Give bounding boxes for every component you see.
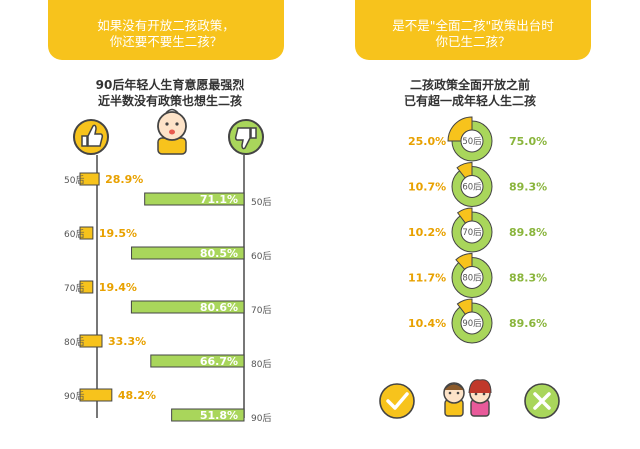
category-label-left: 50后: [64, 175, 84, 186]
right-subtitle-line-1: 二孩政策全面开放之前: [409, 78, 530, 92]
thumbs-down-icon: [228, 119, 264, 155]
donut-no-label: 75.0%: [509, 135, 547, 148]
donut-category-label: 90后: [462, 318, 482, 329]
category-label-right: 70后: [251, 305, 271, 316]
left-header-line-1: 如果没有开放二孩政策，: [97, 18, 235, 33]
bar-no-label: 71.1%: [200, 193, 238, 206]
bar-yes: [79, 226, 94, 240]
donut-no-label: 89.3%: [509, 181, 547, 194]
bar-no: [171, 408, 245, 422]
bar-yes-label: 48.2%: [118, 389, 156, 402]
category-label-right: 50后: [251, 197, 271, 208]
donut-yes-label: 10.4%: [408, 317, 446, 330]
bar-no: [131, 246, 245, 260]
bar-yes-label: 28.9%: [105, 173, 143, 186]
left-subtitle-line-2: 近半数没有政策也想生二孩: [97, 94, 242, 108]
donut-charts: 50后 25.0% 75.0% 60后 10.7% 89.3% 70后 10.2% 89.8% 8…: [408, 116, 547, 344]
right-header-band: 是不是"全面二孩"政策出台时 你已生二孩？: [355, 0, 591, 60]
donut-yes-label: 10.2%: [408, 226, 446, 239]
donut-hole: [460, 220, 484, 244]
cross-icon: [524, 383, 560, 419]
right-header-line-1: 是不是"全面二孩"政策出台时: [392, 18, 554, 33]
bar-yes: [79, 334, 103, 348]
thumbs-up-icon: [73, 119, 109, 155]
bar-yes-label: 19.4%: [99, 281, 137, 294]
bar-no-label: 80.6%: [200, 301, 238, 314]
right-header-line-2: 你已生二孩？: [435, 34, 511, 49]
category-label-right: 60后: [251, 251, 271, 262]
couple-icon: [443, 379, 492, 417]
bar-yes-label: 33.3%: [108, 335, 146, 348]
bar-no-label: 51.8%: [200, 409, 238, 422]
bar-yes: [79, 280, 94, 294]
bar-no: [144, 192, 245, 206]
donut-hole: [460, 129, 484, 153]
left-header-band: 如果没有开放二孩政策， 你还要不要生二孩？: [48, 0, 284, 60]
donut-hole: [460, 266, 484, 289]
category-label-right: 80后: [251, 359, 271, 370]
category-label-left: 70后: [64, 283, 84, 294]
donut-category-label: 50后: [462, 136, 482, 147]
category-label-left: 60后: [64, 229, 84, 240]
donut-no-label: 89.8%: [509, 226, 547, 239]
donut-no-label: 89.6%: [509, 317, 547, 330]
left-header-line-2: 你还要不要生二孩？: [109, 34, 223, 49]
donut-hole: [460, 311, 484, 335]
category-label-right: 90后: [251, 413, 271, 424]
category-label-left: 80后: [64, 337, 84, 348]
donut-yes-label: 25.0%: [408, 135, 446, 148]
donut-yes-label: 10.7%: [408, 181, 446, 194]
donut-no-label: 88.3%: [509, 272, 547, 285]
donut-category-label: 70后: [462, 227, 482, 238]
bar-no-label: 66.7%: [200, 355, 238, 368]
right-subtitle-line-2: 已有超一成年轻人生二孩: [403, 94, 536, 108]
baby-face-icon: [157, 108, 187, 155]
bar-yes-label: 19.5%: [99, 227, 137, 240]
willingness-bar-chart: 28.9% 71.1% 50后 50后 19.5% 80.5% 60后 60后 19.4% 80.…: [64, 172, 271, 424]
left-subtitle-line-1: 90后年轻人生育意愿最强烈: [95, 78, 245, 92]
donut-hole: [460, 175, 484, 198]
donut-category-label: 80后: [462, 273, 482, 284]
bar-yes: [79, 388, 113, 402]
bar-no: [150, 354, 245, 368]
check-icon: [379, 383, 415, 419]
bar-no-label: 80.5%: [200, 247, 238, 260]
donut-category-label: 60后: [462, 182, 482, 193]
bar-no: [130, 300, 245, 314]
donut-yes-label: 11.7%: [408, 272, 446, 285]
bar-yes: [79, 172, 100, 186]
category-label-left: 90后: [64, 391, 84, 402]
